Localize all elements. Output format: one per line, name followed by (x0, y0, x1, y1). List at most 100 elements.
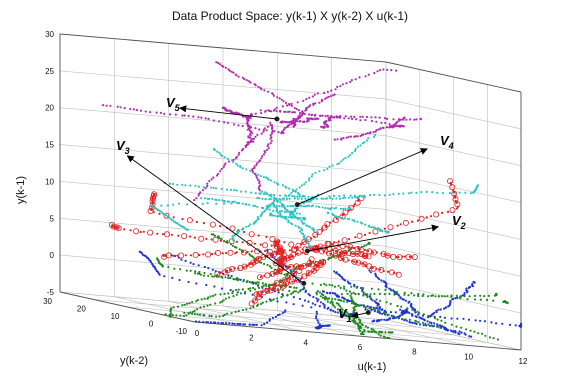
data-point (378, 307, 381, 310)
data-point (169, 113, 172, 116)
data-point (341, 311, 344, 314)
data-point (387, 231, 390, 234)
data-point (191, 310, 195, 313)
data-point (270, 127, 274, 130)
data-point (273, 194, 276, 197)
data-point (219, 301, 222, 304)
data-point (283, 310, 286, 314)
data-point (278, 313, 281, 316)
data-point (311, 228, 314, 231)
side-wall-gridline (385, 98, 522, 130)
data-point (306, 204, 309, 207)
data-point (241, 202, 244, 205)
side-wall-gridline (385, 172, 522, 203)
data-point (246, 280, 249, 283)
data-point (268, 265, 272, 268)
data-point (299, 289, 302, 293)
data-point (341, 237, 348, 244)
data-point (384, 312, 387, 315)
data-point (288, 241, 295, 248)
data-point (163, 212, 170, 219)
data-point (346, 300, 349, 303)
data-point (273, 250, 276, 253)
data-point (371, 330, 374, 333)
data-point (422, 324, 425, 327)
data-point (391, 331, 394, 334)
data-point (203, 265, 206, 269)
data-point (266, 125, 269, 128)
data-point (296, 267, 303, 274)
data-point (221, 322, 225, 325)
data-point (176, 183, 179, 186)
data-point (370, 119, 373, 123)
data-point (272, 109, 275, 112)
data-point (392, 289, 395, 292)
data-point (197, 264, 200, 267)
data-point (283, 217, 287, 220)
data-point (465, 289, 468, 292)
data-point (217, 120, 221, 123)
data-point (189, 254, 193, 257)
data-point (443, 316, 446, 319)
data-point (329, 309, 332, 312)
data-point (202, 320, 205, 324)
z-tick-label: 10 (45, 177, 54, 186)
data-point (240, 249, 247, 256)
data-point (245, 308, 248, 311)
data-point (269, 283, 276, 290)
data-point (336, 294, 339, 297)
data-point (249, 223, 252, 226)
data-point (326, 207, 329, 210)
data-point (431, 294, 434, 297)
data-point (229, 277, 232, 280)
data-point (411, 308, 414, 311)
data-point (278, 194, 281, 197)
data-point (244, 290, 247, 293)
data-point (306, 240, 309, 243)
y-tick-label: 10 (111, 312, 120, 321)
data-point (336, 138, 339, 141)
data-point (235, 293, 238, 296)
data-point (187, 280, 190, 284)
data-point (286, 205, 289, 208)
data-point (466, 298, 469, 301)
data-point (364, 132, 367, 136)
data-point (324, 115, 327, 118)
data-point (383, 117, 386, 120)
data-point (155, 269, 158, 272)
data-point (182, 225, 185, 228)
data-point (308, 96, 311, 99)
data-point (357, 292, 360, 295)
data-point (376, 70, 379, 73)
data-point (268, 208, 271, 211)
data-point (311, 270, 315, 273)
data-point (364, 233, 367, 236)
data-point (214, 198, 217, 201)
data-point (304, 289, 307, 292)
data-point (280, 98, 283, 101)
floor-gridline (93, 299, 420, 328)
data-point (253, 83, 256, 86)
data-point (382, 311, 385, 314)
data-point (226, 200, 229, 203)
data-point (363, 195, 366, 198)
data-point (314, 261, 321, 268)
data-point (403, 293, 406, 296)
data-point (172, 182, 175, 186)
data-point (177, 202, 180, 205)
data-point (181, 183, 184, 186)
data-point (324, 97, 327, 100)
data-point (183, 303, 186, 306)
data-point (283, 241, 286, 244)
data-point (291, 194, 294, 198)
data-point (241, 308, 245, 312)
data-point (265, 235, 268, 239)
data-point (378, 278, 381, 281)
data-point (324, 206, 327, 210)
data-point (234, 252, 237, 255)
data-point (229, 265, 236, 272)
data-point (272, 204, 275, 207)
data-point (299, 217, 302, 220)
data-point (426, 320, 429, 323)
data-point (419, 117, 422, 120)
